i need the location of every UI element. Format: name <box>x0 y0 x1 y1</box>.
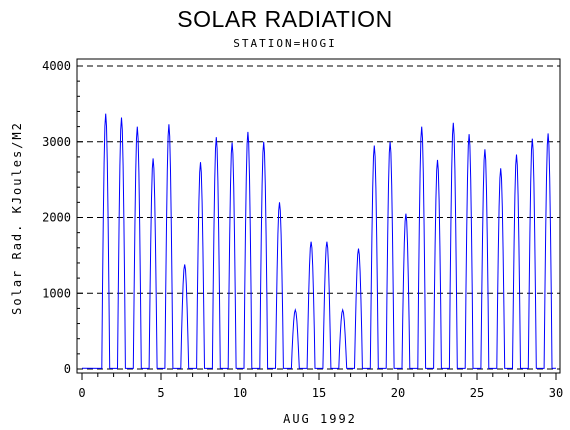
chart-title: SOLAR RADIATION <box>177 6 393 32</box>
y-tick-label: 4000 <box>42 59 71 73</box>
y-tick-label: 1000 <box>42 286 71 300</box>
x-tick-label: 25 <box>470 386 484 400</box>
x-tick-label: 15 <box>312 386 326 400</box>
x-tick-label: 30 <box>549 386 563 400</box>
chart-subtitle: STATION=HOGI <box>233 37 337 50</box>
y-axis-label: Solar Rad. KJoules/M2 <box>10 121 24 315</box>
y-tick-label: 2000 <box>42 211 71 225</box>
grid-lines <box>77 65 560 370</box>
x-tick-label: 5 <box>157 386 164 400</box>
y-tick-label: 0 <box>64 362 71 376</box>
x-axis-label: AUG 1992 <box>283 412 357 426</box>
x-axis: 0 5 10 15 20 25 30 <box>78 373 563 400</box>
x-tick-label: 20 <box>391 386 405 400</box>
series-group <box>81 113 557 369</box>
y-tick-label: 3000 <box>42 135 71 149</box>
x-tick-label: 10 <box>233 386 247 400</box>
x-tick-label: 0 <box>78 386 85 400</box>
series-line-solar-radiation <box>81 113 557 369</box>
y-axis: 0 1000 2000 3000 4000 <box>42 59 83 376</box>
